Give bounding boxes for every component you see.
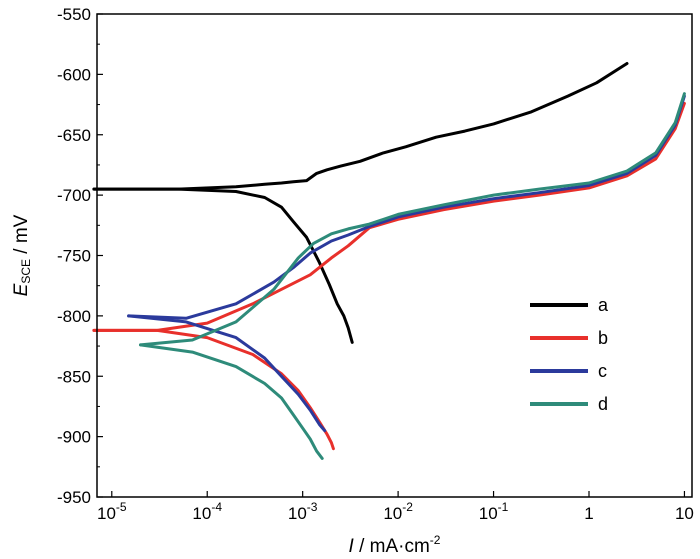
y-axis-subscript: SCE <box>19 259 33 284</box>
series-d-cathodic-branch <box>139 343 324 460</box>
x-axis-title: I / mA·cm-2 <box>349 533 441 557</box>
y-tick-label: -650 <box>57 126 91 145</box>
x-tick-label: 10-4 <box>192 500 222 523</box>
y-tick-label: -550 <box>57 5 91 24</box>
legend-label-d: d <box>598 394 608 414</box>
legend-label-b: b <box>598 328 608 348</box>
legend-label-a: a <box>598 295 609 315</box>
y-tick-label: -750 <box>57 247 91 266</box>
x-tick-label: 1 <box>584 504 593 523</box>
series-c-anodic-branch <box>127 94 686 320</box>
y-tick-label: -900 <box>57 428 91 447</box>
series-b-cathodic-branch <box>92 328 335 451</box>
series-c-cathodic-branch <box>127 314 327 433</box>
series-a-anodic-branch <box>92 62 629 191</box>
series-a-cathodic-branch <box>92 187 354 344</box>
x-tick-label: 10 <box>675 504 694 523</box>
y-tick-label: -850 <box>57 367 91 386</box>
series-d-anodic-branch <box>139 92 686 347</box>
x-tick-label: 10-3 <box>288 500 318 523</box>
y-tick-label: -700 <box>57 186 91 205</box>
x-axis-variable: I <box>349 536 355 557</box>
x-axis-unit: / mA·cm <box>354 536 430 557</box>
y-tick-label: -800 <box>57 307 91 326</box>
legend-label-c: c <box>598 361 607 381</box>
y-axis-variable: E <box>11 283 32 296</box>
x-tick-label: 10-1 <box>479 500 509 523</box>
y-axis-unit: / mV <box>11 214 32 259</box>
ticks-layer: -550 -600 -650 -700 -750 -800 -850 -900 -950 10-5… <box>57 5 694 523</box>
series-layer <box>92 62 686 460</box>
y-tick-label: -600 <box>57 65 91 84</box>
y-axis-title: ESCE / mV <box>11 214 33 296</box>
series-b-anodic-branch <box>92 101 686 332</box>
x-tick-label: 10-2 <box>383 500 413 523</box>
x-axis-unit-exponent: -2 <box>430 533 441 547</box>
x-tick-label: 10-5 <box>97 500 127 523</box>
plot-frame <box>96 13 693 498</box>
y-tick-label: -950 <box>57 488 91 507</box>
